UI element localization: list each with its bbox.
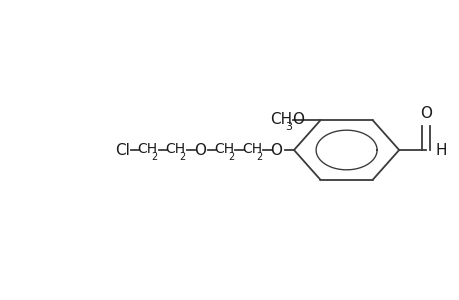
Text: CH: CH (269, 112, 291, 127)
Text: 2: 2 (179, 152, 185, 161)
Text: 2: 2 (227, 152, 234, 161)
Text: 2: 2 (151, 152, 157, 161)
Text: O: O (194, 142, 206, 158)
Text: O: O (270, 142, 282, 158)
Text: 3: 3 (284, 122, 291, 132)
Text: O: O (292, 112, 304, 127)
Text: CH: CH (213, 142, 234, 156)
Text: O: O (419, 106, 431, 121)
Text: CH: CH (165, 142, 185, 156)
Text: CH: CH (241, 142, 262, 156)
Text: H: H (435, 142, 446, 158)
Text: Cl: Cl (115, 142, 129, 158)
Text: CH: CH (137, 142, 157, 156)
Text: 2: 2 (255, 152, 262, 161)
